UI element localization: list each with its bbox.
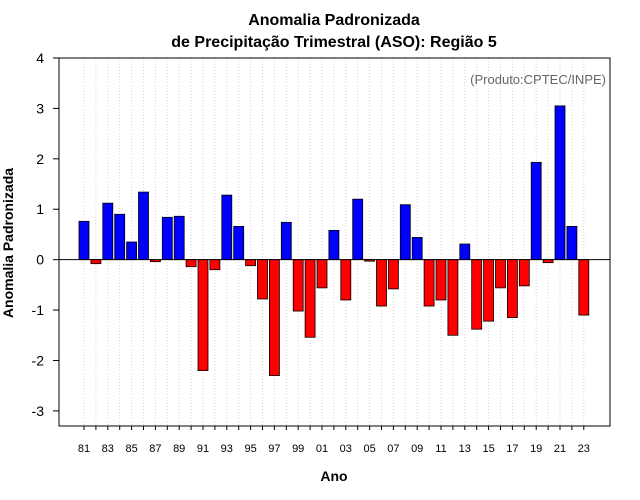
x-tick-label: 21 xyxy=(554,443,566,455)
bar-82 xyxy=(91,260,101,264)
y-axis: -3 -2 -1 0 1 2 3 4 xyxy=(32,50,59,419)
bar-89 xyxy=(174,216,184,259)
bar-90 xyxy=(186,260,196,267)
chart-title-line1: Anomalia Padronizada xyxy=(248,12,420,29)
x-axis-title: Ano xyxy=(320,468,347,484)
bar-11 xyxy=(436,260,446,300)
bar-83 xyxy=(103,203,113,259)
bar-94 xyxy=(234,226,244,259)
bar-12 xyxy=(448,260,458,336)
x-tick-label: 85 xyxy=(125,443,137,455)
bar-02 xyxy=(329,230,339,259)
bar-96 xyxy=(258,260,268,299)
y-tick-label: -1 xyxy=(32,302,45,318)
bar-88 xyxy=(162,217,172,259)
bar-03 xyxy=(341,260,351,300)
bar-98 xyxy=(281,222,291,259)
bar-18 xyxy=(519,260,529,286)
x-tick-label: 13 xyxy=(459,443,471,455)
x-tick-label: 91 xyxy=(197,443,209,455)
bar-10 xyxy=(424,260,434,306)
x-tick-label: 83 xyxy=(102,443,114,455)
x-tick-label: 87 xyxy=(149,443,161,455)
bar-16 xyxy=(496,260,506,288)
bar-17 xyxy=(507,260,517,318)
x-axis: 81 83 85 87 89 91 93 95 97 99 01 03 05 07 09 11 13 15 17 19… xyxy=(78,426,590,455)
y-tick-label: 4 xyxy=(36,50,44,66)
bar-23 xyxy=(579,260,589,315)
bar-07 xyxy=(388,260,398,289)
x-tick-label: 95 xyxy=(244,443,256,455)
bar-13 xyxy=(460,244,470,260)
bar-93 xyxy=(222,195,232,260)
x-tick-label: 01 xyxy=(316,443,328,455)
x-tick-label: 97 xyxy=(268,443,280,455)
bar-99 xyxy=(293,260,303,311)
y-axis-title: Anomalia Padronizada xyxy=(0,168,16,318)
y-tick-label: 1 xyxy=(36,201,44,217)
x-tick-label: 89 xyxy=(173,443,185,455)
y-tick-label: 3 xyxy=(36,100,44,116)
bar-86 xyxy=(139,192,149,260)
bar-92 xyxy=(210,260,220,270)
y-tick-label: 0 xyxy=(36,252,44,268)
bar-09 xyxy=(412,237,422,259)
bars xyxy=(79,106,589,376)
y-tick-label: -3 xyxy=(32,403,45,419)
anomaly-bar-chart: -3-2-101234 81 83 85 87 89 91 93 95 97 99 01 03 05 07… xyxy=(0,0,640,500)
bar-00 xyxy=(305,260,315,338)
x-tick-label: 07 xyxy=(387,443,399,455)
bar-22 xyxy=(567,226,577,259)
bar-97 xyxy=(269,260,279,376)
bar-21 xyxy=(555,106,565,260)
x-tick-label: 09 xyxy=(411,443,423,455)
bar-84 xyxy=(115,214,125,259)
x-tick-label: 19 xyxy=(530,443,542,455)
bar-08 xyxy=(400,205,410,260)
y-tick-label: -2 xyxy=(32,352,45,368)
bar-06 xyxy=(377,260,387,306)
x-tick-label: 03 xyxy=(340,443,352,455)
x-tick-label: 81 xyxy=(78,443,90,455)
bar-19 xyxy=(531,162,541,259)
bar-04 xyxy=(353,199,363,259)
bar-95 xyxy=(246,260,256,266)
bar-01 xyxy=(317,260,327,288)
x-tick-label: 23 xyxy=(578,443,590,455)
bar-81 xyxy=(79,221,89,259)
bar-15 xyxy=(484,260,494,322)
bar-14 xyxy=(472,260,482,330)
bar-91 xyxy=(198,260,208,371)
x-tick-label: 05 xyxy=(363,443,375,455)
chart-title-line2: de Precipitação Trimestral (ASO): Região… xyxy=(171,34,497,51)
x-tick-label: 15 xyxy=(482,443,494,455)
x-tick-label: 99 xyxy=(292,443,304,455)
bar-85 xyxy=(127,242,137,260)
x-tick-label: 11 xyxy=(435,443,446,455)
credit-label: (Produto:CPTEC/INPE) xyxy=(470,72,606,87)
y-tick-label: 2 xyxy=(36,151,44,167)
x-tick-label: 17 xyxy=(506,443,518,455)
x-tick-label: 93 xyxy=(221,443,233,455)
